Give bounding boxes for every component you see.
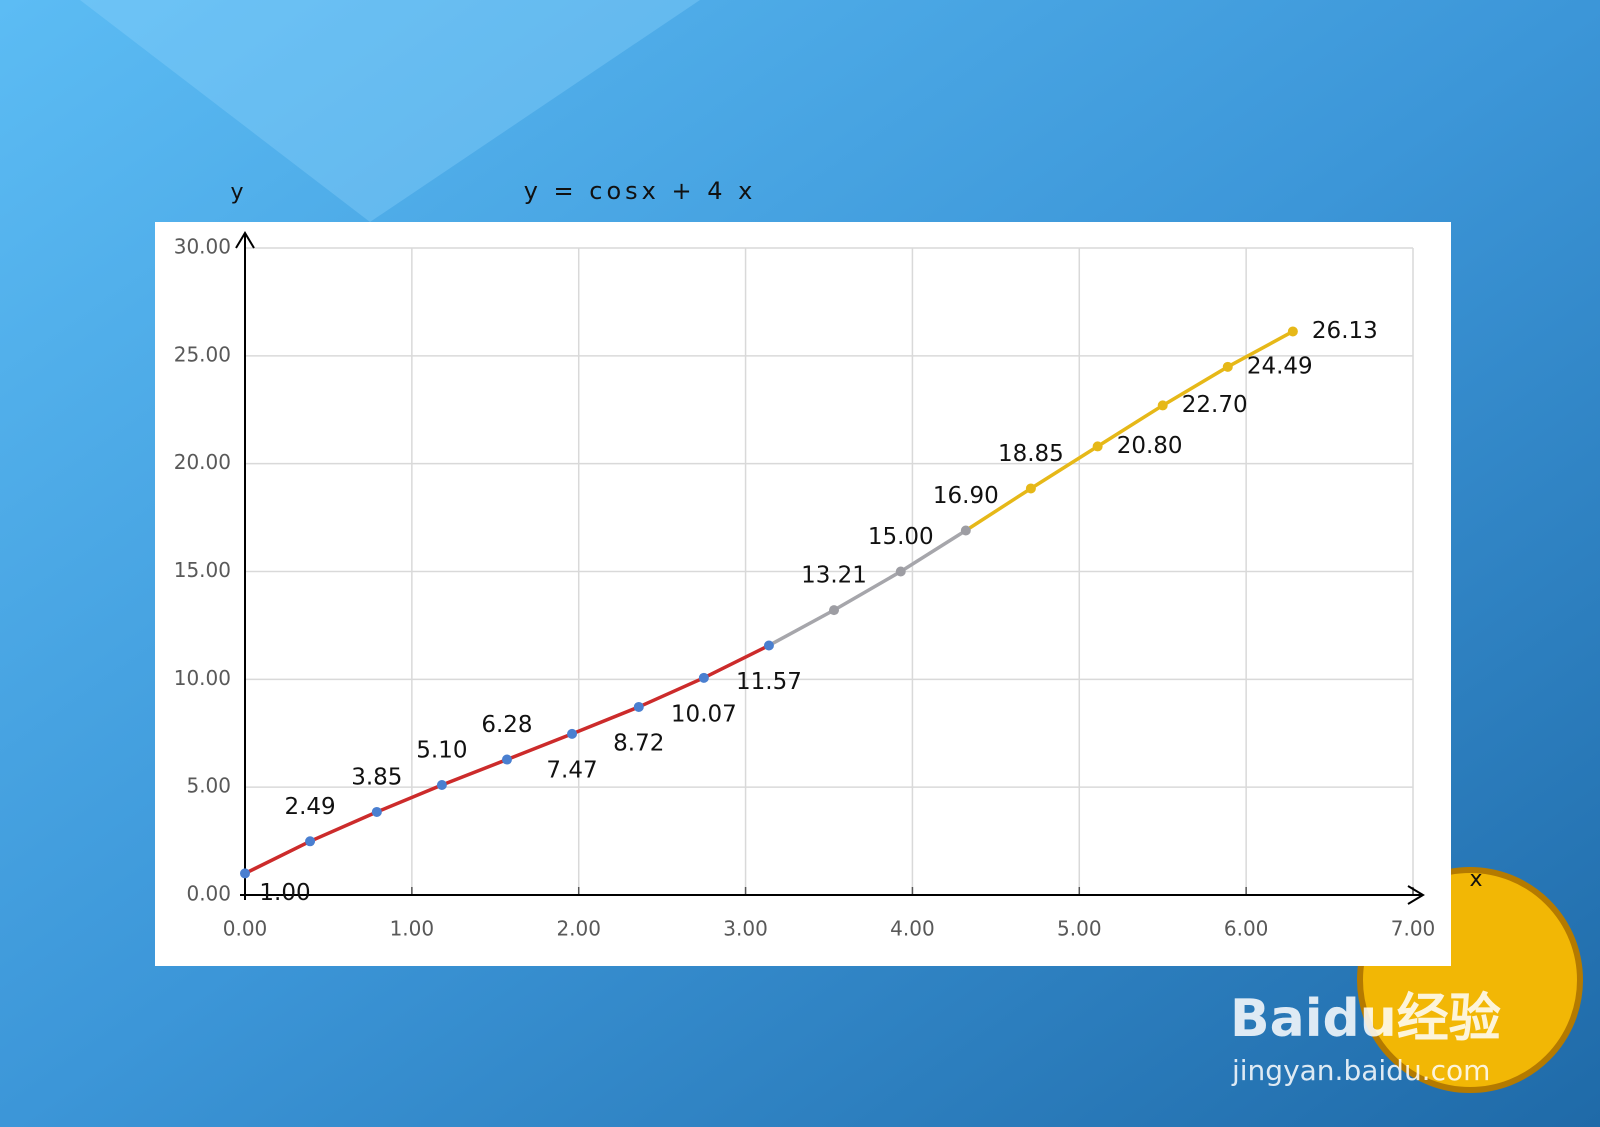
data-point (960, 525, 971, 536)
watermark-url: jingyan.baidu.com (1231, 1054, 1490, 1087)
x-tick-label: 4.00 (890, 917, 935, 941)
data-label: 3.85 (351, 764, 402, 790)
data-label: 1.00 (259, 880, 310, 906)
chart-title: y = cosx + 4 x (524, 177, 757, 205)
data-label: 5.10 (416, 738, 467, 764)
data-label: 10.07 (671, 701, 737, 727)
series-connector (964, 486, 1032, 532)
data-point (1222, 361, 1233, 372)
data-label: 11.57 (736, 669, 802, 695)
x-tick-label: 6.00 (1224, 917, 1269, 941)
data-point (305, 836, 316, 847)
plot-background (155, 222, 1451, 966)
series-connector (768, 608, 835, 648)
data-label: 16.90 (933, 483, 999, 509)
data-point (698, 672, 709, 683)
data-point (895, 566, 906, 577)
data-point (240, 868, 250, 879)
watermark-brand: Baidu经验 (1230, 989, 1501, 1049)
data-label: 15.00 (868, 524, 934, 550)
data-point (1092, 441, 1103, 452)
y-axis-arrow (235, 231, 255, 249)
data-point (567, 728, 578, 739)
y-axis-label: y (230, 180, 243, 205)
y-tick-label: 0.00 (186, 882, 231, 906)
x-tick-label: 7.00 (1391, 917, 1436, 941)
data-point (633, 701, 644, 712)
data-label: 2.49 (284, 794, 335, 820)
data-label: 8.72 (613, 730, 664, 756)
y-tick-label: 30.00 (174, 235, 231, 259)
data-label: 20.80 (1117, 433, 1183, 459)
data-label: 6.28 (481, 712, 532, 738)
data-point (763, 640, 774, 651)
data-label: 7.47 (546, 757, 597, 783)
data-point (436, 780, 447, 791)
data-point (371, 806, 382, 817)
x-axis-arrow (1407, 885, 1425, 905)
data-point (501, 754, 512, 765)
y-tick-label: 25.00 (174, 342, 231, 366)
data-label: 24.49 (1247, 353, 1313, 379)
y-tick-label: 15.00 (174, 558, 231, 582)
data-label: 26.13 (1312, 318, 1378, 344)
x-tick-label: 5.00 (1057, 917, 1102, 941)
data-point (829, 605, 840, 616)
x-axis-label: x (1469, 867, 1482, 892)
y-tick-label: 20.00 (174, 450, 231, 474)
data-label: 22.70 (1182, 392, 1248, 418)
data-point (1287, 326, 1298, 337)
data-point (1157, 400, 1168, 411)
x-tick-label: 2.00 (556, 917, 601, 941)
data-label: 13.21 (801, 563, 867, 589)
x-tick-label: 0.00 (223, 917, 268, 941)
data-point (1025, 483, 1036, 494)
background-shine (80, 0, 700, 222)
y-tick-label: 5.00 (186, 774, 231, 798)
x-tick-label: 1.00 (390, 917, 435, 941)
y-tick-label: 10.00 (174, 666, 231, 690)
x-tick-label: 3.00 (723, 917, 768, 941)
data-label: 18.85 (998, 441, 1064, 467)
